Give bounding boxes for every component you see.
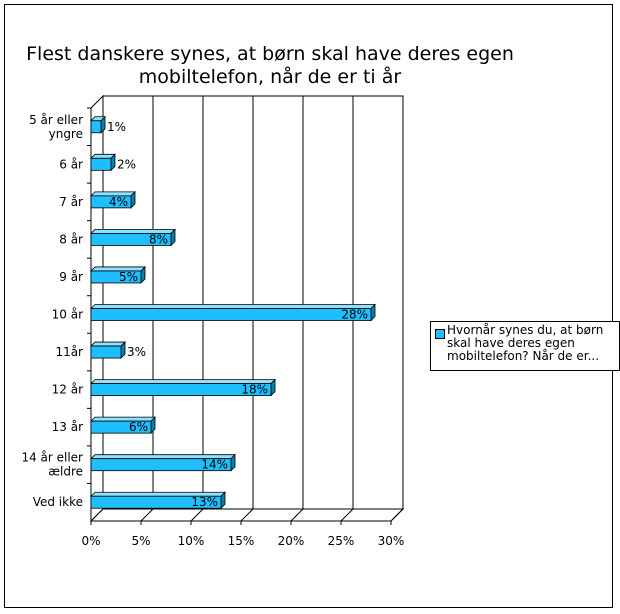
x-tick-label: 10% [178, 534, 205, 548]
y-tick-label-line: 10 år [52, 308, 83, 322]
y-tick-label-line: 6 år [59, 157, 83, 171]
data-label: 3% [127, 345, 146, 359]
legend-swatch [435, 329, 445, 339]
bar [90, 420, 152, 434]
gridline-floor [340, 508, 354, 522]
data-label: 2% [117, 157, 136, 171]
data-label: 28% [341, 308, 368, 322]
y-tick-label: 14 år eller ældre [21, 451, 83, 479]
x-tick-label: 25% [328, 534, 355, 548]
y-tick-label: 5 år eller yngre [29, 113, 83, 141]
x-tick-label: 0% [81, 534, 100, 548]
bar [90, 195, 132, 209]
y-tick-label-line: 14 år eller [21, 451, 83, 465]
y-tick-label-line: 13 år [52, 420, 83, 434]
y-tick-label-line: 5 år eller [29, 113, 83, 127]
bar [90, 458, 232, 472]
legend-label: Hvornår synes du, at børn skal have dere… [447, 323, 604, 363]
bar [90, 495, 222, 509]
data-label: 6% [129, 420, 148, 434]
x-tick-label: 5% [131, 534, 150, 548]
y-tick-label: 12 år [52, 383, 83, 397]
y-tick-label-line: yngre [49, 127, 83, 141]
data-label: 13% [191, 495, 218, 509]
y-tick-label-line: 9 år [59, 270, 83, 284]
y-tick-label-line: 7 år [59, 195, 83, 209]
y-tick-label: 8 år [59, 232, 83, 246]
gridline-floor [140, 508, 154, 522]
bar [90, 270, 142, 284]
y-tick-label: 13 år [52, 420, 83, 434]
bar [90, 233, 172, 246]
x-tick-label: 15% [228, 534, 255, 548]
bar-top [90, 304, 376, 309]
gridline-floor [290, 508, 304, 522]
y-tick-label: 7 år [59, 195, 83, 209]
x-tick-label: 30% [378, 534, 405, 548]
gridline-floor [190, 508, 204, 522]
y-tick-label: 11år [55, 345, 83, 359]
y-tick-label-line: Ved ikke [33, 495, 83, 509]
y-tick-label: Ved ikke [33, 495, 83, 509]
y-tick-label: 9 år [59, 270, 83, 284]
data-label: 18% [241, 383, 268, 397]
gridline-floor [390, 508, 404, 522]
bar [90, 383, 272, 396]
y-tick-label-line: 11år [55, 345, 83, 359]
data-label: 8% [149, 232, 168, 246]
legend: Hvornår synes du, at børn skal have dere… [430, 321, 620, 371]
bar [90, 308, 372, 321]
y-tick-label-line: 8 år [59, 232, 83, 246]
bar [90, 157, 112, 171]
x-tick-label: 20% [278, 534, 305, 548]
bar [90, 345, 122, 359]
gridline-floor [240, 508, 254, 522]
y-tick-label: 10 år [52, 308, 83, 322]
bar-top [90, 341, 126, 347]
data-label: 14% [201, 458, 228, 472]
bar [90, 120, 102, 134]
y-tick-label-line: ældre [48, 465, 83, 479]
y-tick-label: 6 år [59, 157, 83, 171]
chart-title: Flest danskere synes, at børn skal have … [26, 43, 514, 88]
data-label: 5% [119, 270, 138, 284]
data-label: 1% [107, 120, 126, 134]
y-tick-label-line: 12 år [52, 383, 83, 397]
data-label: 4% [109, 195, 128, 209]
